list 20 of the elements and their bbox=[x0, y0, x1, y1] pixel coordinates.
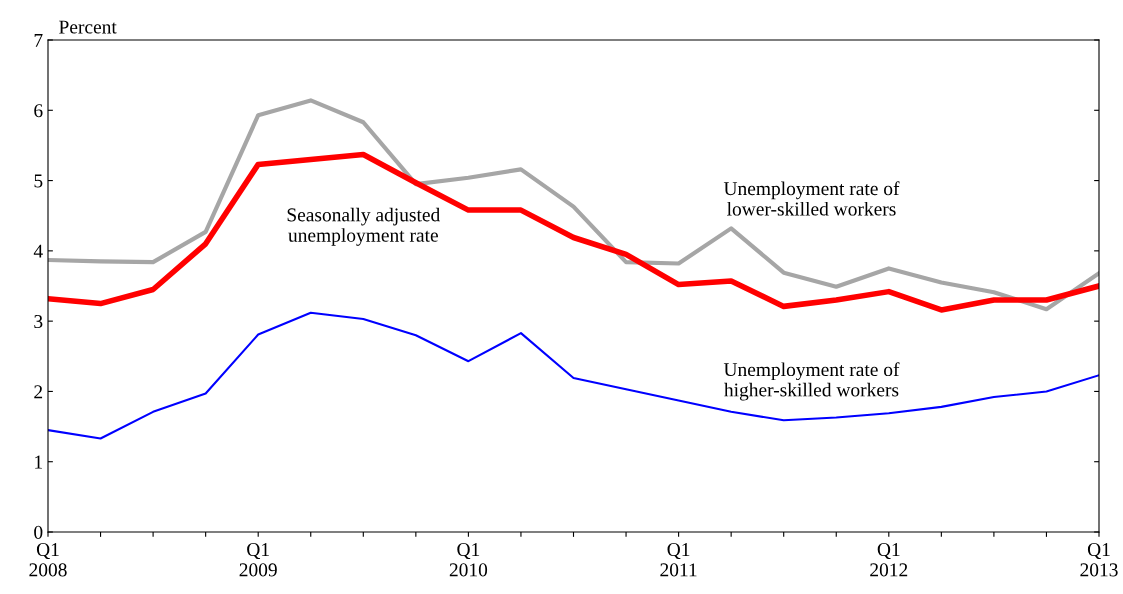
y-tick-label: 7 bbox=[34, 34, 43, 47]
line-series bbox=[48, 98, 1099, 312]
x-tick-label: Q1 2009 bbox=[239, 543, 277, 577]
y-tick-label: 0 bbox=[34, 525, 43, 539]
x-tick-label: Q1 2010 bbox=[449, 543, 488, 577]
y-tick-label: 2 bbox=[34, 385, 43, 399]
x-tick-label: Q1 2011 bbox=[660, 543, 697, 577]
y-tick-label: 4 bbox=[33, 244, 43, 258]
series-label: Unemployment rate of lower-skilled workers bbox=[723, 181, 900, 216]
x-tick-label: Q1 2013 bbox=[1080, 543, 1118, 577]
x-tick-label: Q1 2012 bbox=[870, 543, 908, 577]
y-tick-label: 5 bbox=[34, 174, 43, 188]
x-tick-label: Q1 2008 bbox=[29, 543, 67, 577]
y-axis-title: Percent bbox=[59, 20, 117, 34]
series-label: Unemployment rate of higher-skilled workers bbox=[723, 362, 900, 401]
y-tick-label: 6 bbox=[34, 104, 43, 118]
y-tick-label: 1 bbox=[35, 455, 42, 469]
line-series bbox=[48, 311, 1099, 440]
series-label: Seasonally adjusted unemployment rate bbox=[287, 207, 441, 246]
y-tick-label: 3 bbox=[34, 315, 43, 329]
